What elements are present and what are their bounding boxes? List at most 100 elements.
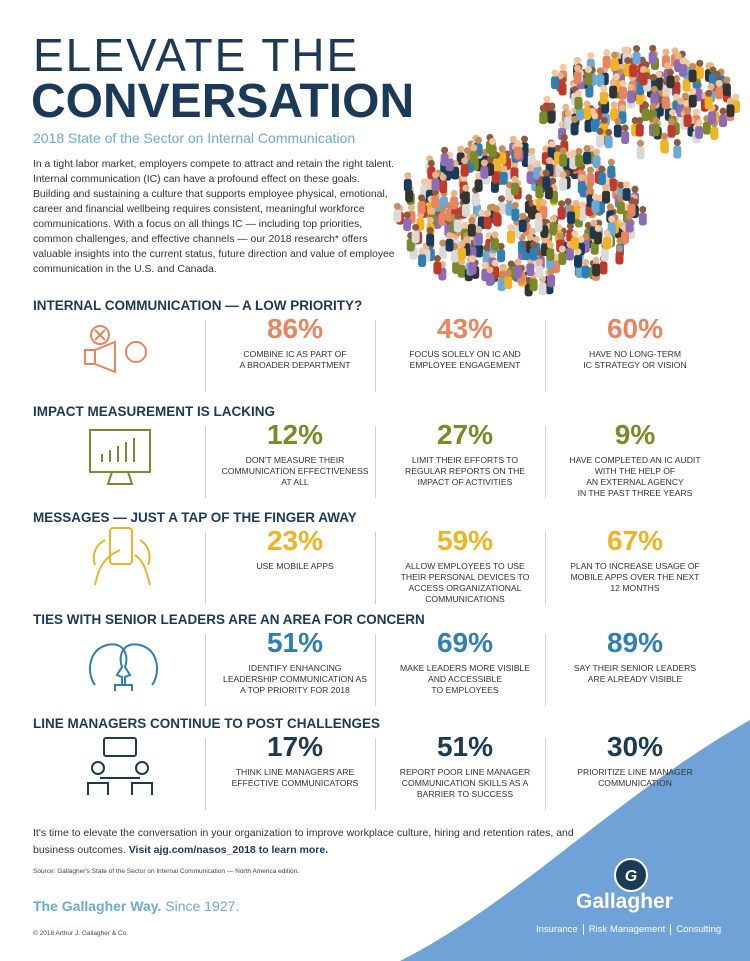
person-body xyxy=(526,262,535,276)
person-head xyxy=(393,202,401,210)
person-body xyxy=(672,81,681,95)
cta-link[interactable]: Visit ajg.com/nasos_2018 to learn more. xyxy=(128,844,329,856)
person-head xyxy=(559,63,567,71)
stat-value: 12% xyxy=(266,419,324,450)
person-body xyxy=(619,86,628,100)
person-body xyxy=(682,78,691,92)
person-body xyxy=(526,171,535,185)
person-body xyxy=(704,96,713,110)
stat-label: DON'T MEASURE THEIR COMMUNICATION EFFECT… xyxy=(221,455,369,487)
person-head xyxy=(732,93,740,101)
person-head xyxy=(511,175,519,183)
wave xyxy=(400,720,750,961)
person-head xyxy=(578,174,586,182)
stat-label: REPORT POOR LINE MANAGER COMMUNICATION S… xyxy=(399,767,531,799)
stat-value: 60% xyxy=(606,313,664,344)
person-body xyxy=(506,230,515,244)
person-body xyxy=(411,230,420,244)
separator xyxy=(545,634,546,706)
person-head xyxy=(433,254,441,262)
icon-meeting xyxy=(87,737,153,795)
cta-text: It's time to elevate the conversation in… xyxy=(33,827,574,856)
person-head xyxy=(507,223,515,231)
person-head xyxy=(428,207,436,215)
person-head xyxy=(692,108,700,116)
stat-label: PLAN TO INCREASE USAGE OF MOBILE APPS OV… xyxy=(570,561,700,593)
person-body xyxy=(722,83,731,97)
person-head xyxy=(590,219,598,227)
person-body xyxy=(607,165,616,179)
person-head xyxy=(640,65,648,73)
person-head xyxy=(547,104,555,112)
person-head xyxy=(608,215,616,223)
stat-value: 69% xyxy=(436,627,494,658)
person-head xyxy=(672,74,680,82)
icon-phone-hand xyxy=(92,527,151,586)
person-body xyxy=(715,86,724,100)
stat: 69% MAKE LEADERS MORE VISIBLE AND ACCESSI… xyxy=(380,627,550,696)
person-head xyxy=(551,69,559,77)
person-body xyxy=(666,75,675,89)
person-body xyxy=(632,51,641,65)
person-head xyxy=(681,92,689,100)
separator xyxy=(545,738,546,810)
subtitle: 2018 State of the Sector on Internal Com… xyxy=(33,130,356,146)
person-head xyxy=(669,109,677,117)
person-body xyxy=(683,114,692,128)
person-head xyxy=(446,232,454,240)
person-body xyxy=(480,165,489,179)
stat-label: IDENTIFY ENHANCING LEADERSHIP COMMUNICAT… xyxy=(223,663,367,695)
person-body xyxy=(431,177,440,191)
person-head xyxy=(587,52,595,60)
person-head xyxy=(696,59,704,67)
tagline-since: Since 1927. xyxy=(165,898,240,914)
stat-label: SAY THEIR SENIOR LEADERS ARE ALREADY VIS… xyxy=(573,663,697,684)
person-body xyxy=(549,221,558,235)
person-head xyxy=(519,212,527,220)
person-body xyxy=(726,104,735,118)
stat-value: 27% xyxy=(436,419,494,450)
person-body xyxy=(592,263,601,277)
person-head xyxy=(605,128,613,136)
person-head xyxy=(527,164,535,172)
stat-value: 23% xyxy=(266,525,324,556)
person-body xyxy=(460,163,469,177)
icon-heads xyxy=(89,643,158,691)
person-body xyxy=(475,244,484,258)
person-head xyxy=(684,107,692,115)
person-body xyxy=(461,191,470,205)
person-body xyxy=(529,278,538,292)
service: Consulting xyxy=(670,924,722,935)
person-body xyxy=(393,209,402,223)
person-head xyxy=(481,261,489,269)
person-body xyxy=(510,182,519,196)
person-head xyxy=(600,84,608,92)
person-head xyxy=(528,227,536,235)
person-head xyxy=(577,236,585,244)
person-head xyxy=(584,221,592,229)
person-head xyxy=(498,271,506,279)
person-head xyxy=(540,218,548,226)
section-heading: TIES WITH SENIOR LEADERS ARE AN AREA FOR… xyxy=(33,612,425,627)
person-body xyxy=(638,212,647,226)
person-body xyxy=(557,206,566,220)
separator xyxy=(375,532,376,604)
person-body xyxy=(546,248,555,262)
person-head xyxy=(468,217,476,225)
stat-label: FOCUS SOLELY ON IC AND EMPLOYEE ENGAGEME… xyxy=(409,349,521,370)
person-head xyxy=(535,258,543,266)
person-head xyxy=(626,213,634,221)
person-body xyxy=(535,185,544,199)
stat: 89% SAY THEIR SENIOR LEADERS ARE ALREADY … xyxy=(550,627,720,685)
person-body xyxy=(453,219,462,233)
person-body xyxy=(518,219,527,233)
person-head xyxy=(546,157,554,165)
person-body xyxy=(559,153,568,167)
person-head xyxy=(591,193,599,201)
person-body xyxy=(450,249,459,263)
separator xyxy=(205,426,206,498)
person-head xyxy=(450,189,458,197)
separator xyxy=(545,532,546,604)
person-head xyxy=(530,241,538,249)
person-head xyxy=(566,222,574,230)
